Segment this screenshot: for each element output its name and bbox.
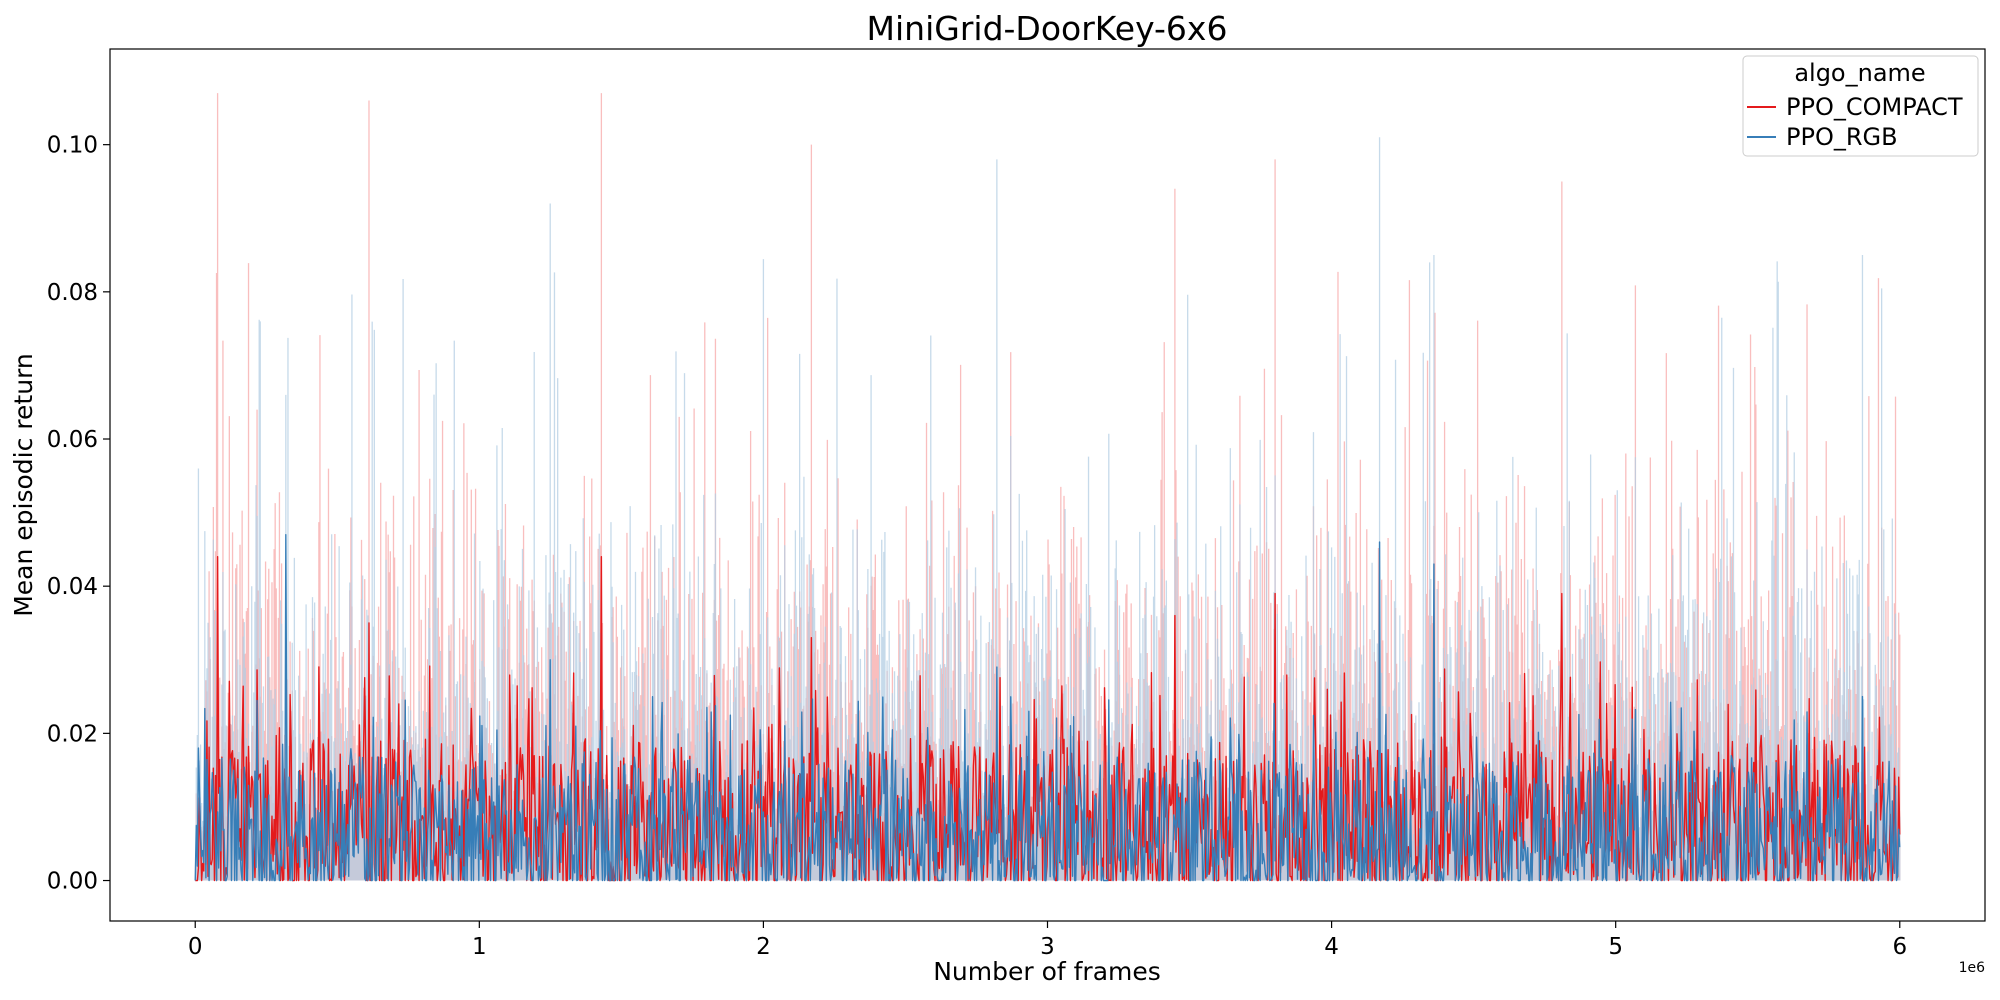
series-lines — [194, 533, 1901, 882]
legend-label-ppo-compact: PPO_COMPACT — [1786, 93, 1963, 121]
y-axis-ticks: 0.00 0.02 0.04 0.06 0.08 0.10 — [47, 133, 110, 895]
x-tick-label: 3 — [1040, 934, 1055, 960]
y-tick-label: 0.02 — [47, 721, 98, 747]
y-tick-label: 0.06 — [47, 427, 98, 453]
chart-title: MiniGrid-DoorKey-6x6 — [867, 9, 1228, 48]
x-tick-label: 4 — [1324, 934, 1339, 960]
y-tick-label: 0.08 — [47, 280, 98, 306]
legend: algo_name PPO_COMPACT PPO_RGB — [1742, 55, 1979, 157]
x-tick-label: 0 — [188, 934, 203, 960]
x-tick-label: 2 — [756, 934, 771, 960]
legend-label-ppo-rgb: PPO_RGB — [1786, 123, 1898, 151]
x-axis-ticks: 0 1 2 3 4 5 6 — [188, 921, 1907, 960]
y-axis-label: Mean episodic return — [9, 353, 38, 617]
legend-box — [1742, 55, 1979, 157]
legend-title: algo_name — [1794, 59, 1925, 87]
x-axis-label: Number of frames — [933, 957, 1161, 986]
y-tick-label: 0.00 — [47, 869, 98, 895]
x-tick-label: 1 — [472, 934, 487, 960]
y-tick-label: 0.04 — [47, 574, 98, 600]
y-tick-label: 0.10 — [47, 133, 98, 159]
series-line-ppo-rgb — [194, 533, 1901, 882]
x-tick-label: 5 — [1608, 934, 1623, 960]
x-axis-scale-note: 1e6 — [1959, 960, 1986, 976]
x-tick-label: 6 — [1892, 934, 1907, 960]
